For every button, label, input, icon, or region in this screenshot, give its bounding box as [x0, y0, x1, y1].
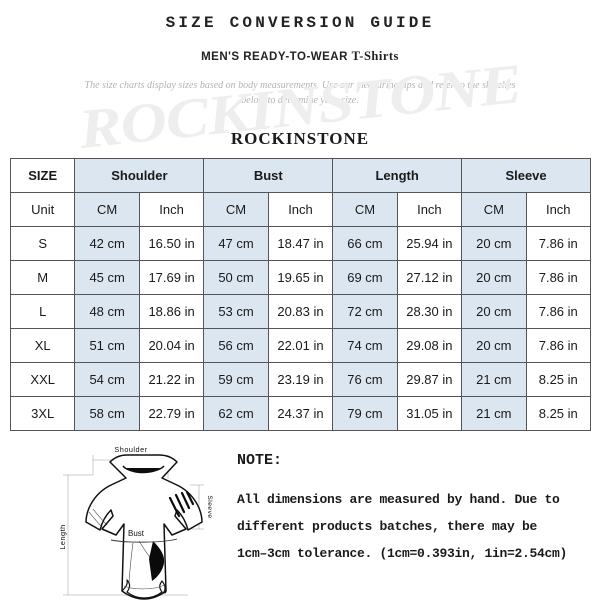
svg-text:Bust: Bust [128, 529, 145, 538]
svg-text:Length: Length [60, 524, 67, 549]
svg-text:Sleeve: Sleeve [206, 495, 213, 518]
svg-text:Shoulder: Shoulder [114, 445, 147, 454]
